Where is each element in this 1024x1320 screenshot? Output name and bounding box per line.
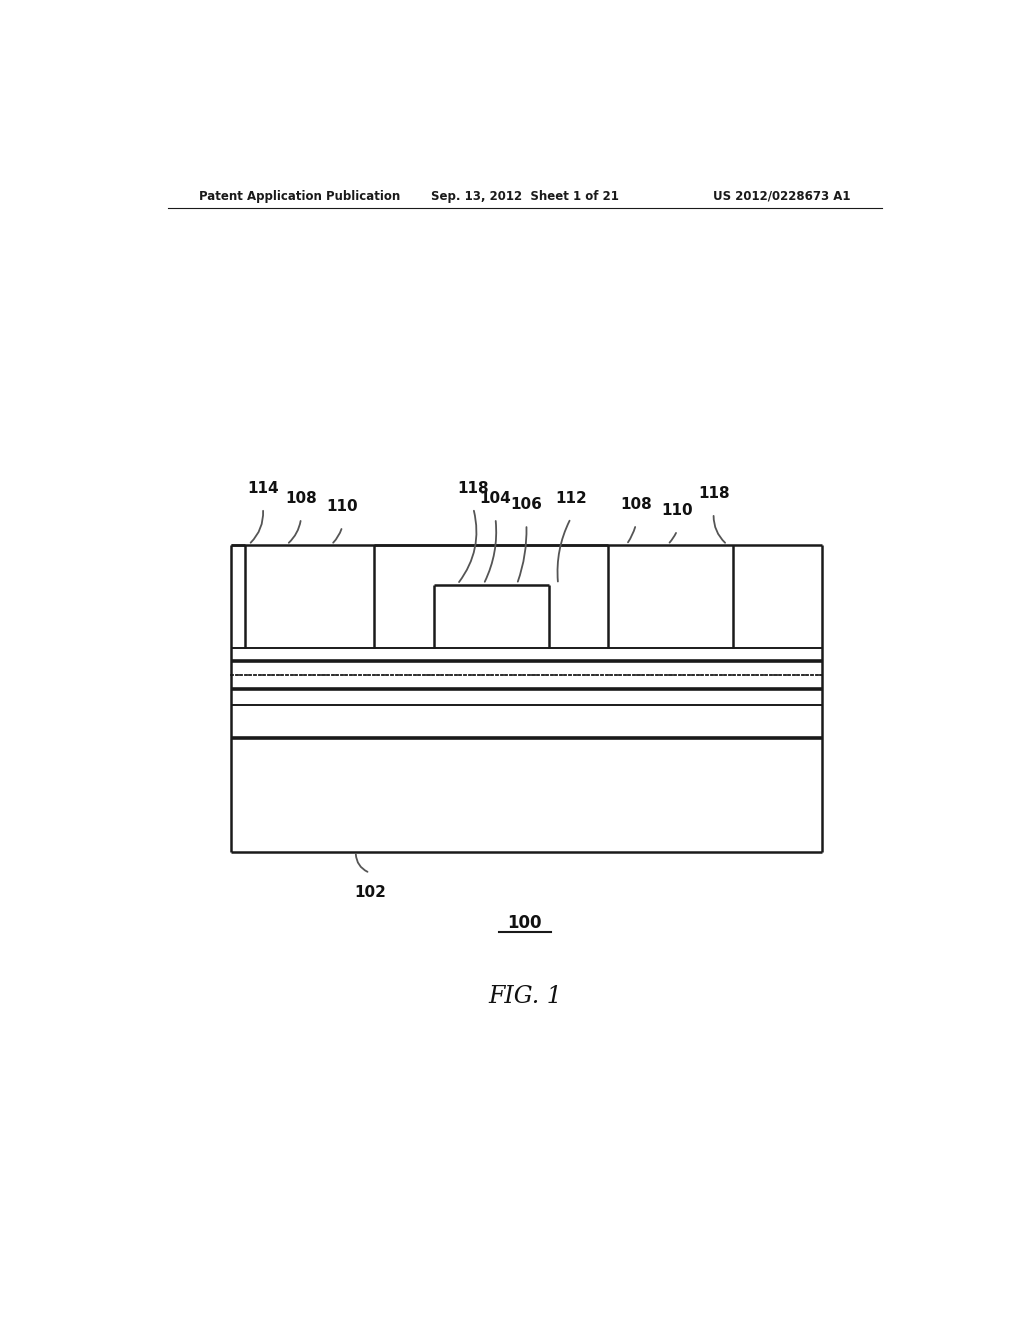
FancyArrowPatch shape [459, 511, 476, 582]
Text: FIG. 1: FIG. 1 [487, 986, 562, 1008]
Text: 110: 110 [327, 499, 358, 515]
Text: 106: 106 [510, 498, 543, 512]
Text: 110: 110 [662, 503, 693, 519]
FancyArrowPatch shape [289, 521, 301, 543]
Text: Sep. 13, 2012  Sheet 1 of 21: Sep. 13, 2012 Sheet 1 of 21 [431, 190, 618, 202]
FancyArrowPatch shape [251, 511, 263, 543]
Text: 114: 114 [247, 480, 279, 496]
FancyArrowPatch shape [355, 854, 368, 871]
FancyArrowPatch shape [333, 529, 341, 543]
Text: 100: 100 [508, 913, 542, 932]
FancyArrowPatch shape [484, 521, 497, 582]
Text: 108: 108 [620, 498, 652, 512]
FancyArrowPatch shape [714, 516, 725, 543]
Text: US 2012/0228673 A1: US 2012/0228673 A1 [713, 190, 850, 202]
Text: 102: 102 [354, 886, 386, 900]
FancyArrowPatch shape [670, 533, 676, 543]
Text: 108: 108 [285, 491, 316, 506]
Text: 118: 118 [458, 480, 489, 496]
FancyArrowPatch shape [557, 520, 569, 582]
Text: 118: 118 [698, 486, 729, 500]
Text: 112: 112 [555, 491, 587, 506]
FancyArrowPatch shape [628, 527, 635, 543]
Text: Patent Application Publication: Patent Application Publication [200, 190, 400, 202]
Text: 104: 104 [479, 491, 511, 506]
FancyArrowPatch shape [518, 527, 526, 582]
